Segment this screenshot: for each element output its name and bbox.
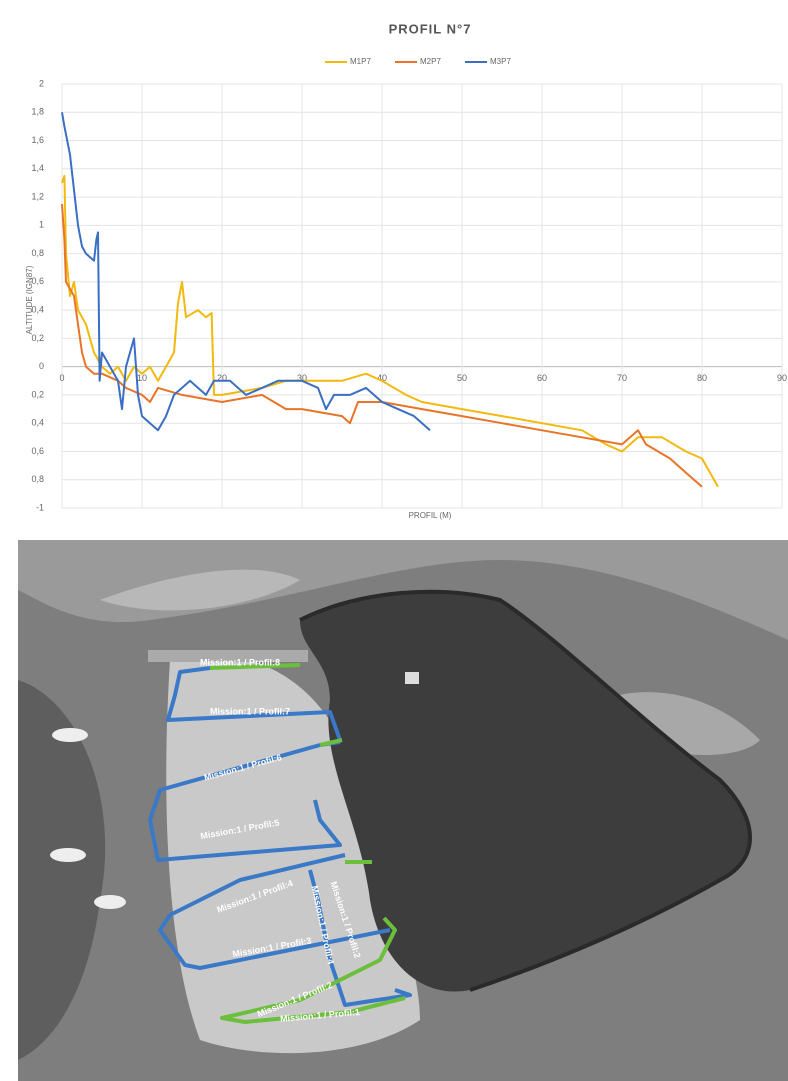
x-tick-label: 70 — [617, 373, 627, 383]
x-tick-label: 60 — [537, 373, 547, 383]
y-tick-label: 0,6 — [31, 446, 44, 456]
y-tick-label: 1,8 — [31, 107, 44, 117]
x-axis-title: PROFIL (M) — [409, 511, 452, 520]
y-tick-label: 0,6 — [31, 276, 44, 286]
legend-label: M2P7 — [420, 57, 441, 66]
y-tick-label: 0,2 — [31, 333, 44, 343]
x-tick-label: 90 — [777, 373, 787, 383]
y-tick-label: 0,4 — [31, 418, 44, 428]
y-tick-label: 1,4 — [31, 163, 44, 173]
map-label: Mission:1 / Profil:7 — [210, 706, 290, 716]
figure: PROFIL N°7 PROFIL (M) ALTITUDE (IGN87) M… — [0, 0, 788, 1081]
legend-label: M1P7 — [350, 57, 371, 66]
y-tick-label: 2 — [39, 78, 44, 88]
map-label: Mission:1 / Profil:8 — [200, 657, 280, 667]
legend-label: M3P7 — [490, 57, 511, 66]
y-tick-label: 1,2 — [31, 191, 44, 201]
y-tick-label: -1 — [36, 502, 44, 512]
y-tick-label: 1,6 — [31, 135, 44, 145]
y-tick-label: 0,2 — [31, 389, 44, 399]
x-tick-label: 50 — [457, 373, 467, 383]
chart-title: PROFIL N°7 — [389, 21, 472, 36]
y-tick-label: 0 — [39, 361, 44, 371]
y-tick-label: 0,8 — [31, 248, 44, 258]
aerial-photo: Mission:1 / Profil:8 Mission:1 / Profil:… — [18, 540, 788, 1081]
y-tick-label: 0,8 — [31, 474, 44, 484]
y-tick-label: 0,4 — [31, 305, 44, 315]
y-tick-label: 1 — [39, 220, 44, 230]
x-tick-label: 80 — [697, 373, 707, 383]
page: PROFIL N°7 PROFIL (M) ALTITUDE (IGN87) M… — [0, 0, 788, 1081]
x-tick-label: 0 — [59, 373, 64, 383]
